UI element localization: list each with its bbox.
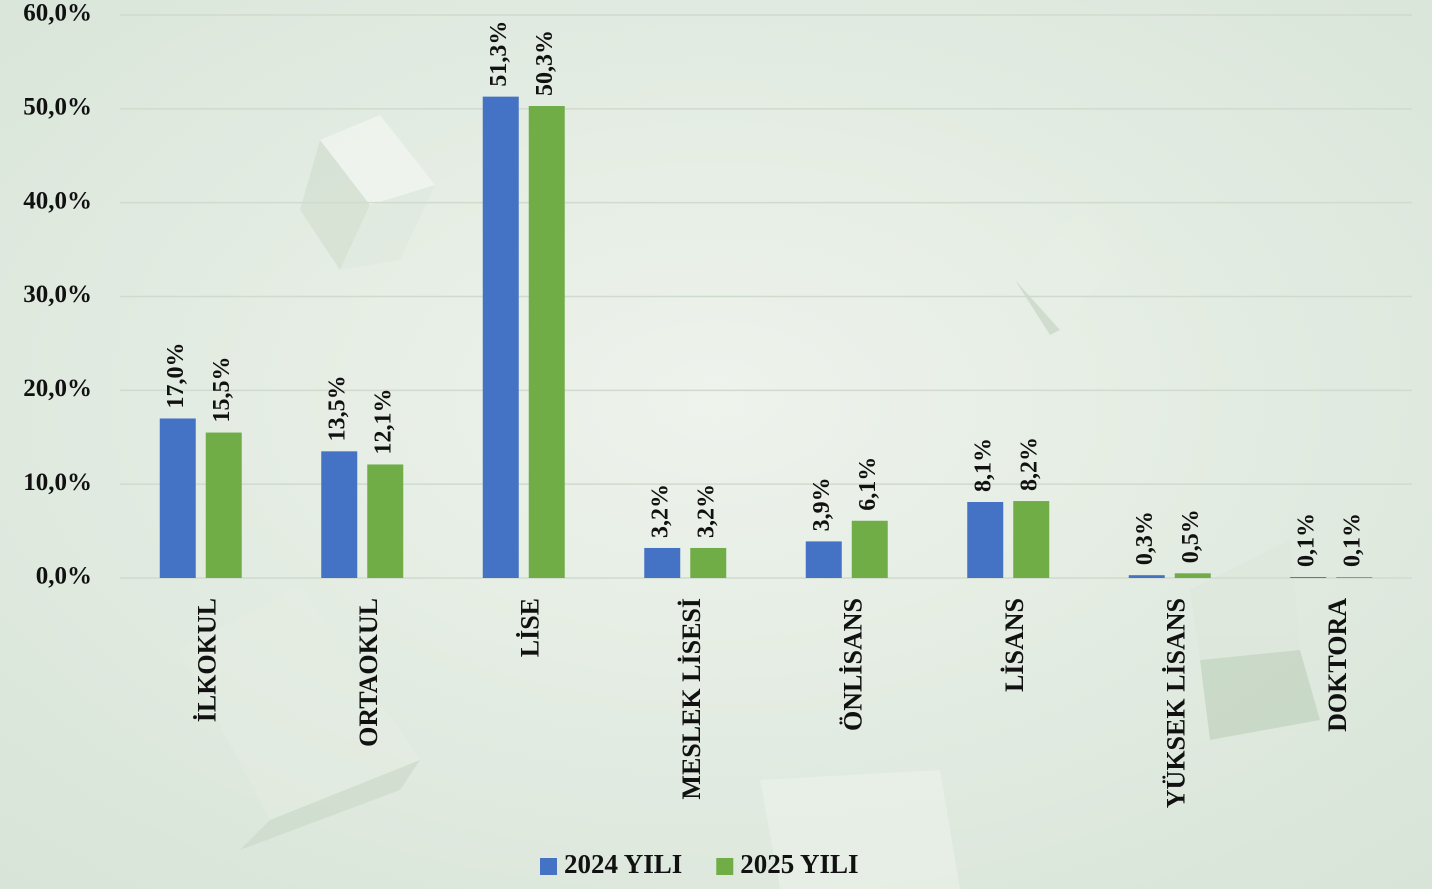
x-tick-label: İLKOKUL bbox=[193, 598, 222, 722]
y-tick-label: 10,0% bbox=[23, 469, 92, 496]
bar bbox=[528, 106, 565, 578]
legend-swatch bbox=[716, 858, 734, 875]
data-label: 50,3% bbox=[532, 30, 558, 96]
bar bbox=[1336, 577, 1373, 578]
data-label: 0,1% bbox=[1294, 513, 1320, 567]
decoration bbox=[180, 115, 1320, 889]
legend-label: 2025 YILI bbox=[740, 849, 858, 879]
x-tick-label: LİSE bbox=[516, 598, 545, 657]
bar bbox=[851, 520, 888, 578]
x-tick-label: DOKTORA bbox=[1323, 598, 1352, 732]
x-tick-label: YÜKSEK LİSANS bbox=[1162, 598, 1191, 808]
bar bbox=[805, 541, 842, 578]
data-label: 0,1% bbox=[1340, 513, 1366, 567]
bar bbox=[159, 418, 196, 578]
bar bbox=[690, 547, 727, 578]
x-tick-label: ÖNLİSANS bbox=[839, 598, 868, 731]
data-label: 3,2% bbox=[694, 484, 720, 538]
data-label: 17,0% bbox=[163, 342, 189, 408]
data-label: 0,5% bbox=[1178, 509, 1204, 563]
legend-swatch bbox=[540, 858, 557, 875]
data-label: 3,2% bbox=[648, 484, 674, 538]
bar bbox=[967, 501, 1004, 578]
bar bbox=[482, 96, 519, 578]
bar bbox=[644, 547, 681, 578]
bar bbox=[1013, 501, 1050, 578]
bar bbox=[367, 464, 404, 578]
y-tick-label: 30,0% bbox=[23, 281, 92, 308]
y-tick-label: 50,0% bbox=[23, 94, 92, 121]
y-tick-label: 40,0% bbox=[23, 187, 92, 214]
data-label: 8,1% bbox=[971, 438, 997, 492]
bar bbox=[1128, 575, 1165, 578]
data-label: 13,5% bbox=[325, 375, 351, 441]
bar bbox=[1290, 577, 1327, 578]
data-label: 12,1% bbox=[371, 388, 397, 454]
data-label: 8,2% bbox=[1017, 437, 1043, 491]
y-tick-label: 60,0% bbox=[23, 0, 92, 27]
bar bbox=[321, 451, 358, 578]
plot-area: 0,0% 10,0% 20,0% 30,0% 40,0% 50,0% 60,0% İLKOKU… bbox=[23, 0, 1412, 879]
data-label: 6,1% bbox=[855, 457, 881, 511]
bar bbox=[205, 432, 242, 578]
x-tick-label: MESLEK LİSESİ bbox=[677, 598, 706, 800]
data-label: 15,5% bbox=[209, 357, 235, 423]
legend-label: 2024 YILI bbox=[564, 849, 682, 879]
x-tick-label: LİSANS bbox=[1000, 598, 1029, 692]
data-label: 51,3% bbox=[486, 21, 512, 87]
y-tick-label: 0,0% bbox=[36, 563, 92, 590]
y-tick-label: 20,0% bbox=[23, 375, 92, 402]
data-label: 3,9% bbox=[809, 477, 835, 531]
x-tick-label: ORTAOKUL bbox=[354, 598, 383, 747]
bar bbox=[1174, 573, 1211, 578]
data-label: 0,3% bbox=[1132, 511, 1158, 565]
